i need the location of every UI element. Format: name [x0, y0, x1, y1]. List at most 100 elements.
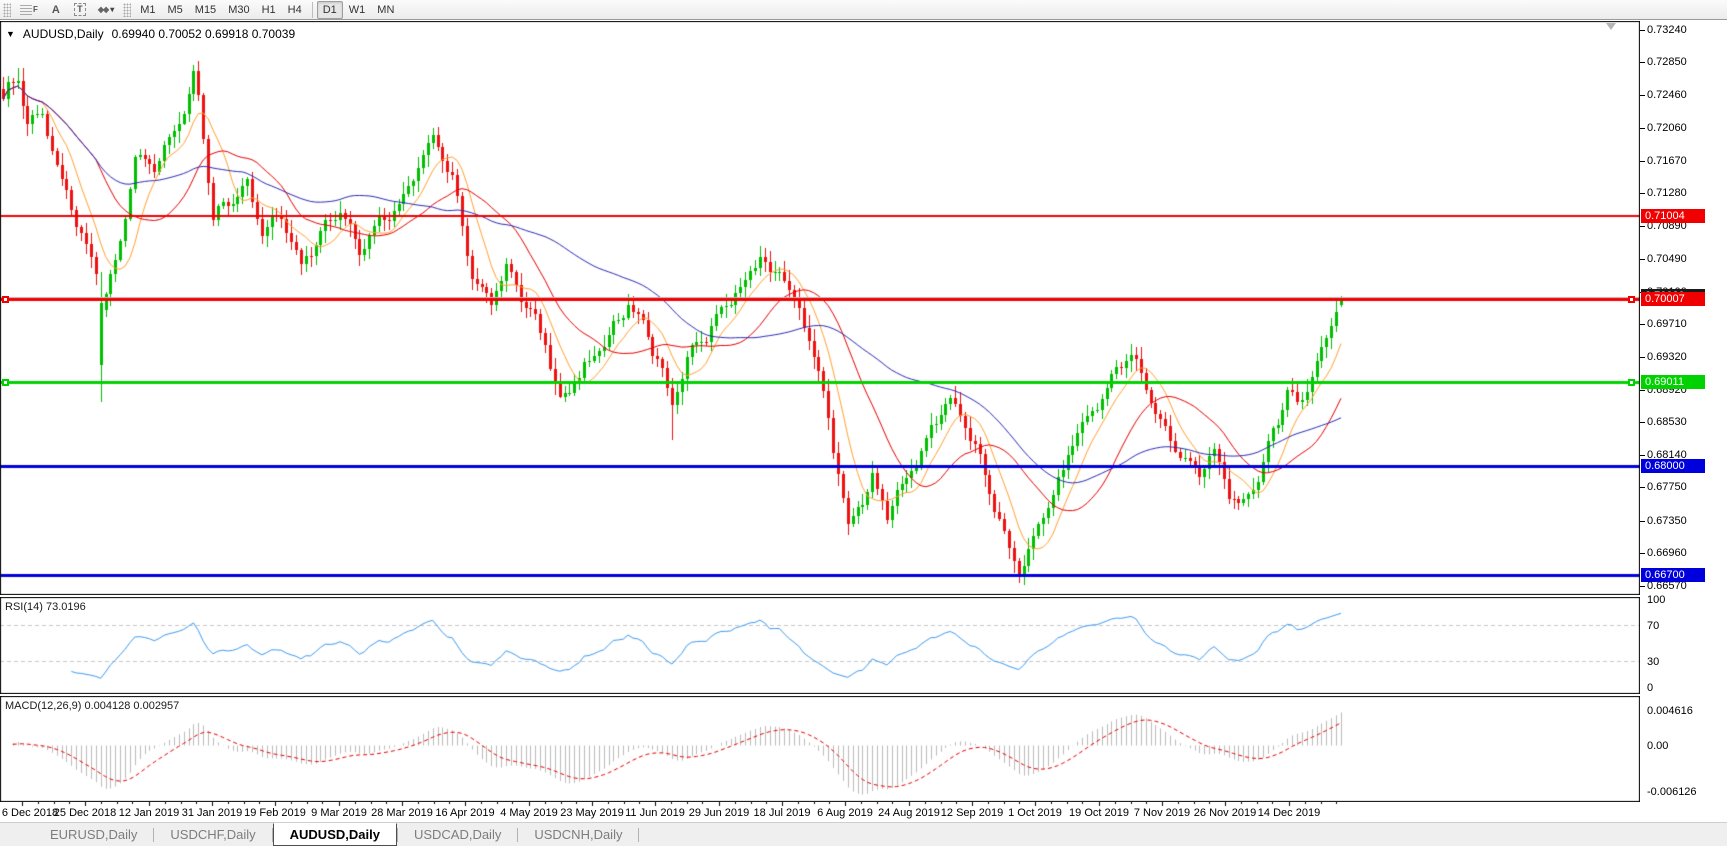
macd-label: MACD(12,26,9) 0.004128 0.002957 [5, 700, 180, 712]
price-tick-label: 0.73240 [1647, 23, 1687, 36]
date-tick-label: 1 Oct 2019 [1008, 807, 1062, 819]
price-tick-label: 0.69320 [1647, 350, 1687, 363]
arrows-tool-button[interactable]: ◆◆ ▾ [92, 1, 120, 19]
date-tick-label: 23 May 2019 [560, 807, 624, 819]
chevron-down-icon[interactable]: ▾ [110, 5, 115, 14]
chart-tab-usdcad[interactable]: USDCAD,Daily [413, 827, 502, 842]
toolbar-separator [311, 1, 313, 18]
price-tick-mark [1640, 454, 1645, 456]
price-tick-label: 0.71280 [1647, 187, 1687, 200]
price-tick-label: 0.72460 [1647, 88, 1687, 101]
price-tick-label: 0.68140 [1647, 448, 1687, 461]
price-tick-mark [1640, 324, 1645, 326]
chart-dropdown-icon[interactable]: ▼ [6, 29, 15, 39]
timeframe-m30-button[interactable]: M30 [228, 3, 250, 16]
date-tick-label: 16 Apr 2019 [435, 807, 495, 819]
price-chart-canvas[interactable] [0, 21, 1640, 595]
price-tick-mark [1640, 585, 1645, 587]
chart-symbol-period: AUDUSD,Daily [22, 27, 104, 41]
price-tick-mark [1640, 62, 1645, 64]
price-tick-mark [1640, 128, 1645, 130]
toolbar-grip[interactable] [3, 2, 11, 17]
price-tick-mark [1640, 29, 1645, 31]
price-axis[interactable]: 0.73240 0.72850 0.72460 0.72060 0.71670 0.712… [1640, 21, 1727, 802]
timeframe-h1-button[interactable]: H1 [261, 3, 276, 16]
price-tick-mark [1640, 225, 1645, 227]
price-tick-mark [1640, 389, 1645, 391]
tab-separator [517, 827, 519, 842]
rsi-label: RSI(14) 73.0196 [5, 601, 86, 613]
rsi-axis-label: 100 [1647, 594, 1666, 606]
rsi-indicator-canvas[interactable] [0, 597, 1640, 694]
date-tick-label: 25 Dec 2018 [53, 807, 117, 819]
text-label-icon: T [74, 3, 86, 16]
rsi-axis-label: 70 [1647, 620, 1660, 633]
price-tick-mark [1640, 356, 1645, 358]
fibonacci-tool-button[interactable]: F [14, 1, 44, 19]
text-icon: A [51, 3, 60, 16]
chart-shift-marker[interactable] [1606, 23, 1616, 30]
date-tick-label: 11 Jun 2019 [625, 807, 685, 819]
price-tick-label: 0.72850 [1647, 56, 1687, 69]
date-tick-label: 19 Oct 2019 [1069, 807, 1129, 819]
date-tick-label: 6 Aug 2019 [817, 807, 873, 819]
date-tick-label: 24 Aug 2019 [878, 807, 940, 819]
arrows-icon: ◆◆ [97, 5, 109, 14]
toolbar-grip[interactable] [123, 2, 132, 17]
timeframe-m1-button[interactable]: M1 [140, 3, 156, 16]
text-tool-button[interactable]: A [44, 1, 68, 19]
rsi-axis-label: 0 [1647, 682, 1654, 694]
level-price-label: 0.68000 [1641, 459, 1705, 474]
line-drag-handle[interactable] [2, 295, 9, 303]
rsi-axis-label: 30 [1647, 655, 1660, 668]
timeframe-m5-button[interactable]: M5 [167, 3, 183, 16]
date-tick-label: 19 Feb 2019 [244, 807, 306, 819]
price-tick-label: 0.70490 [1647, 253, 1687, 266]
price-tick-mark [1640, 160, 1645, 162]
tab-separator [271, 827, 273, 842]
line-drag-handle[interactable] [1628, 295, 1635, 303]
chart-tab-audusd[interactable]: AUDUSD,Daily [272, 823, 397, 846]
level-price-label: 0.71004 [1641, 209, 1705, 224]
date-tick-label: 7 Nov 2019 [1133, 807, 1191, 819]
chart-tab-bar: EURUSD,Daily USDCHF,Daily AUDUSD,Daily USDC… [0, 822, 1727, 846]
tab-separator [396, 827, 398, 842]
macd-axis-label: 0.004616 [1647, 705, 1693, 717]
timeframe-d1-button[interactable]: D1 [316, 0, 343, 19]
chart-tab-eurusd[interactable]: EURUSD,Daily [50, 827, 138, 842]
date-tick-label: 14 Dec 2019 [1257, 807, 1321, 819]
macd-indicator-canvas[interactable] [0, 696, 1640, 802]
level-price-label: 0.66700 [1641, 567, 1705, 582]
text-label-tool-button[interactable]: T [68, 1, 92, 19]
price-tick-label: 0.67750 [1647, 481, 1687, 494]
date-tick-label: 12 Jan 2019 [118, 807, 180, 819]
rsi-panel [0, 597, 1640, 694]
macd-panel [0, 696, 1640, 802]
date-tick-label: 29 Jun 2019 [688, 807, 750, 819]
level-price-label: 0.70007 [1641, 292, 1705, 307]
level-price-label: 0.69011 [1641, 375, 1705, 390]
date-tick-label: 31 Jan 2019 [181, 807, 243, 819]
tab-separator [153, 827, 155, 842]
date-tick-label: 28 Mar 2019 [371, 807, 433, 819]
chart-title: ▼ AUDUSD,Daily 0.69940 0.70052 0.69918 0… [6, 27, 295, 41]
fibonacci-icon [20, 4, 32, 15]
date-tick-label: 18 Jul 2019 [753, 807, 811, 819]
tab-separator [638, 827, 640, 842]
date-tick-label: 9 Mar 2019 [311, 807, 367, 819]
chart-tab-usdchf[interactable]: USDCHF,Daily [170, 827, 256, 842]
macd-axis-label: 0.00 [1647, 740, 1669, 752]
price-tick-mark [1640, 422, 1645, 424]
timeframe-w1-button[interactable]: W1 [348, 3, 366, 16]
timeframe-h4-button[interactable]: H4 [287, 3, 302, 16]
timeframe-m15-button[interactable]: M15 [194, 3, 217, 16]
timeframe-mn-button[interactable]: MN [377, 3, 395, 16]
date-tick-label: 12 Sep 2019 [940, 807, 1004, 819]
date-tick-label: 6 Dec 2018 [1, 807, 59, 819]
line-drag-handle[interactable] [2, 378, 9, 386]
date-axis[interactable]: 6 Dec 2018 25 Dec 2018 12 Jan 2019 31 Jan 2… [0, 802, 1640, 822]
price-tick-label: 0.67350 [1647, 514, 1687, 527]
chart-tab-usdcnh[interactable]: USDCNH,Daily [534, 827, 623, 842]
line-drag-handle[interactable] [1628, 378, 1635, 386]
